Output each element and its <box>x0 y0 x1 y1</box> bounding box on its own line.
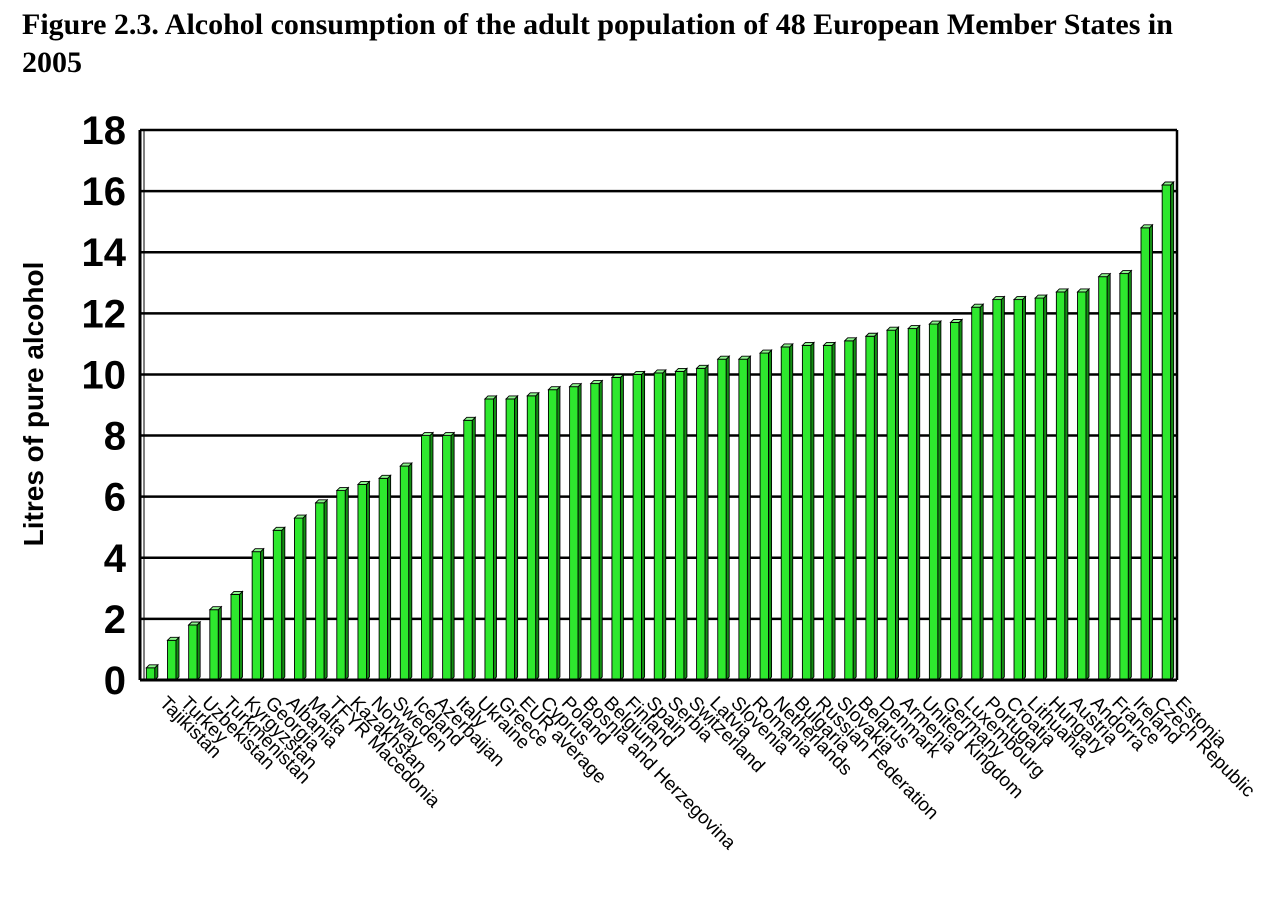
bar <box>864 332 879 682</box>
bar <box>1076 287 1091 682</box>
bar <box>166 636 181 682</box>
bar <box>441 431 456 682</box>
y-tick-label: 6 <box>104 476 126 520</box>
bar <box>928 319 942 682</box>
bar <box>822 341 837 682</box>
bar <box>758 348 773 682</box>
bar <box>737 355 752 682</box>
y-tick-label: 0 <box>104 659 126 703</box>
category-labels: TajikistanTurkeyUzbekistanTurkmenistanKy… <box>155 693 1259 855</box>
y-tick-labels: 0 2 4 6 8 10 12 14 16 18 <box>82 109 127 703</box>
bar <box>1118 269 1133 682</box>
bar <box>399 462 413 682</box>
bar <box>885 326 900 682</box>
bar <box>314 498 329 682</box>
y-tick-label: 18 <box>82 109 127 153</box>
bar <box>483 394 498 682</box>
y-tick-label: 10 <box>82 353 127 397</box>
y-tick-label: 4 <box>104 537 127 581</box>
bar <box>251 547 265 682</box>
bar <box>1012 295 1027 682</box>
y-tick-label: 2 <box>104 598 126 642</box>
bar <box>272 526 286 682</box>
bar <box>505 394 519 682</box>
bar <box>187 620 202 682</box>
bar <box>589 379 604 682</box>
y-tick-label: 14 <box>82 231 127 275</box>
bar <box>632 370 646 682</box>
axes <box>138 130 1179 682</box>
bar <box>695 364 710 682</box>
y-tick-label: 16 <box>82 170 127 214</box>
bar <box>843 336 858 682</box>
bar <box>1097 272 1112 682</box>
bar <box>1139 223 1154 682</box>
bar <box>145 663 159 682</box>
bar <box>907 324 921 682</box>
bar <box>335 486 350 682</box>
bar <box>674 367 688 682</box>
bar <box>610 373 625 682</box>
bar <box>378 474 392 682</box>
bar <box>420 431 435 682</box>
bar <box>1161 180 1175 682</box>
bar <box>1055 287 1069 682</box>
y-tick-label: 12 <box>82 292 127 336</box>
bar <box>949 318 964 682</box>
bar <box>568 382 583 682</box>
bar <box>801 341 815 682</box>
bar <box>991 295 1006 682</box>
bar <box>229 590 244 682</box>
bar <box>356 480 371 682</box>
bar <box>970 303 985 682</box>
bar <box>547 385 562 682</box>
bar <box>208 605 223 682</box>
bar <box>653 368 667 682</box>
bar <box>1034 293 1048 682</box>
y-tick-label: 8 <box>104 415 126 459</box>
bar <box>293 513 308 682</box>
x-tick-label: Czech Republic <box>1150 693 1259 802</box>
bar <box>462 416 477 682</box>
bars <box>145 180 1175 682</box>
chart-title: Figure 2.3. Alcohol consumption of the a… <box>22 8 1173 79</box>
bar <box>780 342 794 682</box>
bar <box>716 355 731 682</box>
bar <box>526 391 540 682</box>
